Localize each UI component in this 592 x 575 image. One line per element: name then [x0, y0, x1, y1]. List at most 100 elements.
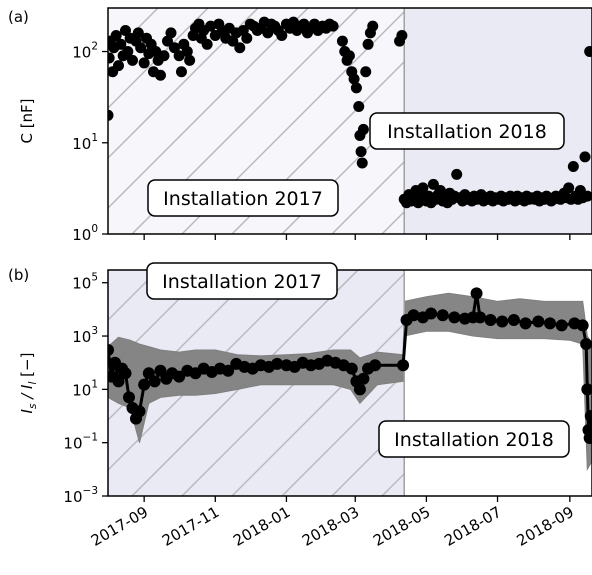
- panel-b-y-tick-label: 103: [72, 325, 98, 346]
- panel-a-y-tick-label: 100: [72, 223, 98, 244]
- svg-text:Installation 2017: Installation 2017: [162, 271, 322, 293]
- panel-b-median-point: [474, 311, 487, 324]
- panel-a-point: [567, 160, 579, 172]
- annotation-installation-2018-a: Installation 2018: [369, 112, 565, 150]
- annotation-installation-2018-b: Installation 2018: [378, 420, 570, 458]
- panel-b-median-point: [448, 311, 461, 324]
- panel-a-point: [336, 35, 348, 47]
- panel-b-frame: [107, 269, 592, 497]
- panel-b-median-point: [345, 362, 358, 375]
- svg-text:Installation 2017: Installation 2017: [163, 188, 323, 210]
- panel-a-point: [108, 109, 114, 121]
- panel-b-median-point: [357, 372, 370, 385]
- panel-b-median-point: [108, 343, 114, 356]
- panel-a-point: [348, 73, 360, 85]
- panel-b-median-point: [584, 410, 592, 423]
- panel-b-y-tick-label: 101: [72, 378, 98, 399]
- panel-a-point: [184, 54, 196, 66]
- panel-a-point: [138, 57, 150, 69]
- panel-b-raw-band: [108, 292, 592, 472]
- panel-a-point: [165, 27, 177, 39]
- panel-a-point: [173, 50, 185, 62]
- panel-b-hatch-line: [108, 270, 209, 372]
- panel-a-ylabel: C [nF]: [18, 98, 36, 143]
- panel-b-median-point: [484, 313, 497, 326]
- panel-a-hatch-line: [108, 8, 259, 160]
- panel-a-point: [112, 60, 124, 72]
- panel-b-median-point: [369, 359, 382, 372]
- panel-b-band: [108, 292, 592, 472]
- panel-a-hatch-line: [108, 8, 309, 210]
- panel-b-median-point: [470, 287, 483, 300]
- x-tick-label: 2018-09: [514, 503, 577, 550]
- panel-a-yticks: 100 101 102: [72, 41, 108, 244]
- panel-a-point: [158, 50, 170, 62]
- x-tick-label: 2018-01: [230, 503, 293, 550]
- panel-b-median-point: [576, 319, 589, 332]
- svg-text:Installation 2018: Installation 2018: [387, 121, 547, 143]
- panel-a-point: [110, 29, 122, 41]
- panel-a-point: [126, 54, 138, 66]
- panel-a-y-tick-label: 102: [72, 41, 98, 62]
- panel-a-point: [181, 46, 193, 58]
- panel-a-point: [396, 29, 408, 41]
- panel-a-point: [201, 38, 213, 50]
- panel-b-y-tick-label: 10−1: [63, 432, 98, 453]
- panel-a-point: [563, 182, 575, 194]
- panel-a-point: [579, 151, 591, 163]
- panel-a-frame: [107, 7, 592, 235]
- panel-a-points: [108, 16, 592, 209]
- panel-a-point: [584, 46, 592, 58]
- panel-b-y-tick-label: 105: [72, 272, 98, 293]
- x-tick-label: 2017-11: [159, 503, 222, 550]
- panel-a-point: [132, 27, 144, 39]
- panel-a-point: [175, 66, 187, 78]
- panel-b-median-point: [122, 391, 135, 404]
- svg-text:Installation 2018: Installation 2018: [394, 429, 554, 451]
- panel-b-hatch-line: [331, 422, 405, 496]
- panel-a-point: [451, 168, 463, 180]
- panel-b-yticks: 10−3 10−1 101 103 105: [63, 272, 108, 506]
- panel-b-hatch-line: [281, 372, 405, 496]
- panel-b-hatch-line: [108, 270, 159, 322]
- panel-a-point: [262, 27, 274, 39]
- panel-b-median-point: [544, 317, 557, 330]
- panel-a-point: [356, 157, 368, 169]
- panel-b-median-point: [222, 364, 235, 377]
- panel-a-point: [241, 32, 253, 44]
- panel-b-median-point: [581, 383, 592, 396]
- panel-b-median-point: [119, 367, 132, 380]
- panel-a-letter: (a): [8, 8, 29, 26]
- panel-a-point: [161, 35, 173, 47]
- panel-a-y-tick-label: 101: [72, 132, 98, 153]
- panel-b-median-point: [507, 313, 520, 326]
- panel-b-y-tick-label: 10−3: [63, 485, 98, 506]
- panel-b: 10−3 10−1 101 103 105 (b) Is / Il [−] Instal…: [8, 262, 592, 506]
- panel-a-point: [355, 146, 367, 158]
- panel-a-point: [362, 38, 374, 50]
- panel-b-median-point: [425, 307, 438, 320]
- x-tick-label: 2018-03: [299, 503, 362, 550]
- panel-a-point: [276, 29, 288, 41]
- panel-a-point: [353, 100, 365, 112]
- panel-b-median-point: [436, 309, 449, 322]
- panel-a-point: [350, 82, 362, 94]
- x-tick-label: 2017-09: [88, 503, 151, 550]
- panel-a-point: [581, 190, 592, 202]
- annotation-installation-2017-b: Installation 2017: [146, 262, 338, 300]
- panel-b-median-point: [397, 359, 410, 372]
- panel-a-hatch-line: [331, 160, 405, 234]
- panel-b-median-point: [496, 315, 509, 328]
- panel-b-median-point: [555, 319, 568, 332]
- x-tick-label: 2018-07: [441, 503, 504, 550]
- panel-a-point: [150, 46, 162, 58]
- panel-b-median-point: [271, 357, 284, 370]
- panel-a-point: [122, 46, 134, 58]
- panel-b-median: [108, 287, 592, 444]
- panel-a: 100 101 102 (a) C [nF] Installation 2017 I…: [8, 7, 592, 244]
- panel-b-letter: (b): [8, 266, 29, 284]
- panel-b-ylabel: Is / Il [−]: [18, 353, 39, 414]
- panel-a-point: [417, 182, 429, 194]
- panel-a-point: [327, 20, 339, 32]
